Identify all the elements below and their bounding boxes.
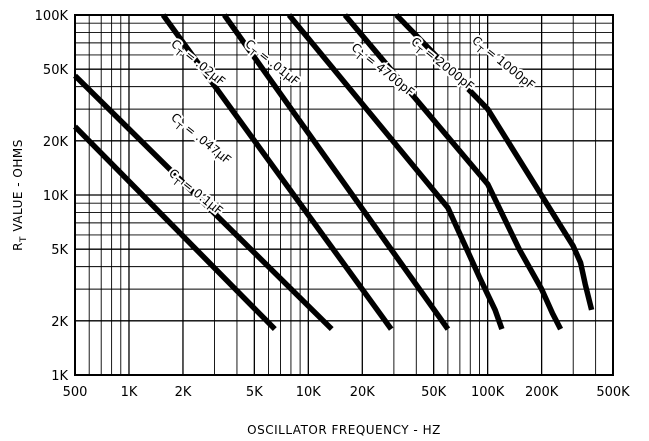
x-tick-label: 100K bbox=[471, 385, 505, 400]
x-tick-label: 500 bbox=[63, 385, 88, 400]
series-label-value: = 4700pF bbox=[360, 49, 418, 99]
y-tick-label: 1K bbox=[51, 369, 68, 384]
series-label-value: = 1000pF bbox=[480, 42, 538, 92]
series-label-value: = 0.1µF bbox=[177, 175, 226, 218]
series-line bbox=[394, 13, 595, 311]
series-label-value: = .02µF bbox=[179, 45, 228, 88]
grid bbox=[75, 15, 613, 375]
y-axis-title-subscript: T bbox=[19, 236, 29, 243]
x-tick-label: 20K bbox=[350, 385, 376, 400]
series-label-text: CT = .02µF bbox=[166, 37, 228, 92]
y-tick-label: 20K bbox=[43, 135, 69, 150]
series-line bbox=[73, 73, 334, 332]
series-line bbox=[286, 13, 505, 331]
y-tick-label: 2K bbox=[51, 315, 68, 330]
y-tick-label: 5K bbox=[51, 243, 68, 258]
tick-labels: 500 1K 2K 5K 10K 20K 50K 100K 200K 500K1K2K5K10K2… bbox=[35, 9, 630, 400]
y-axis-title-main: R bbox=[11, 242, 25, 251]
x-tick-label: 10K bbox=[296, 385, 322, 400]
y-tick-label: 100K bbox=[35, 9, 69, 24]
series-label: CT = .02µF bbox=[166, 35, 230, 92]
x-axis-title: OSCILLATOR FREQUENCY - HZ bbox=[247, 423, 441, 437]
y-tick-label: 50K bbox=[43, 63, 69, 78]
series-line bbox=[160, 13, 394, 331]
series-line bbox=[342, 13, 564, 331]
y-tick-label: 10K bbox=[43, 189, 69, 204]
plot-frame bbox=[74, 14, 614, 376]
y-axis-title-rest: VALUE - OHMS bbox=[11, 139, 25, 236]
series-line bbox=[73, 124, 277, 332]
x-tick-label: 2K bbox=[175, 385, 192, 400]
x-tick-label: 200K bbox=[525, 385, 559, 400]
x-tick-label: 50K bbox=[421, 385, 447, 400]
series-line bbox=[222, 13, 451, 331]
series-label-value: = .047µF bbox=[179, 119, 234, 167]
y-axis-title: RT VALUE - OHMS bbox=[11, 139, 29, 251]
x-tick-label: 500K bbox=[596, 385, 630, 400]
x-tick-label: 5K bbox=[246, 385, 263, 400]
series-layer bbox=[73, 13, 595, 332]
x-tick-label: 1K bbox=[121, 385, 138, 400]
